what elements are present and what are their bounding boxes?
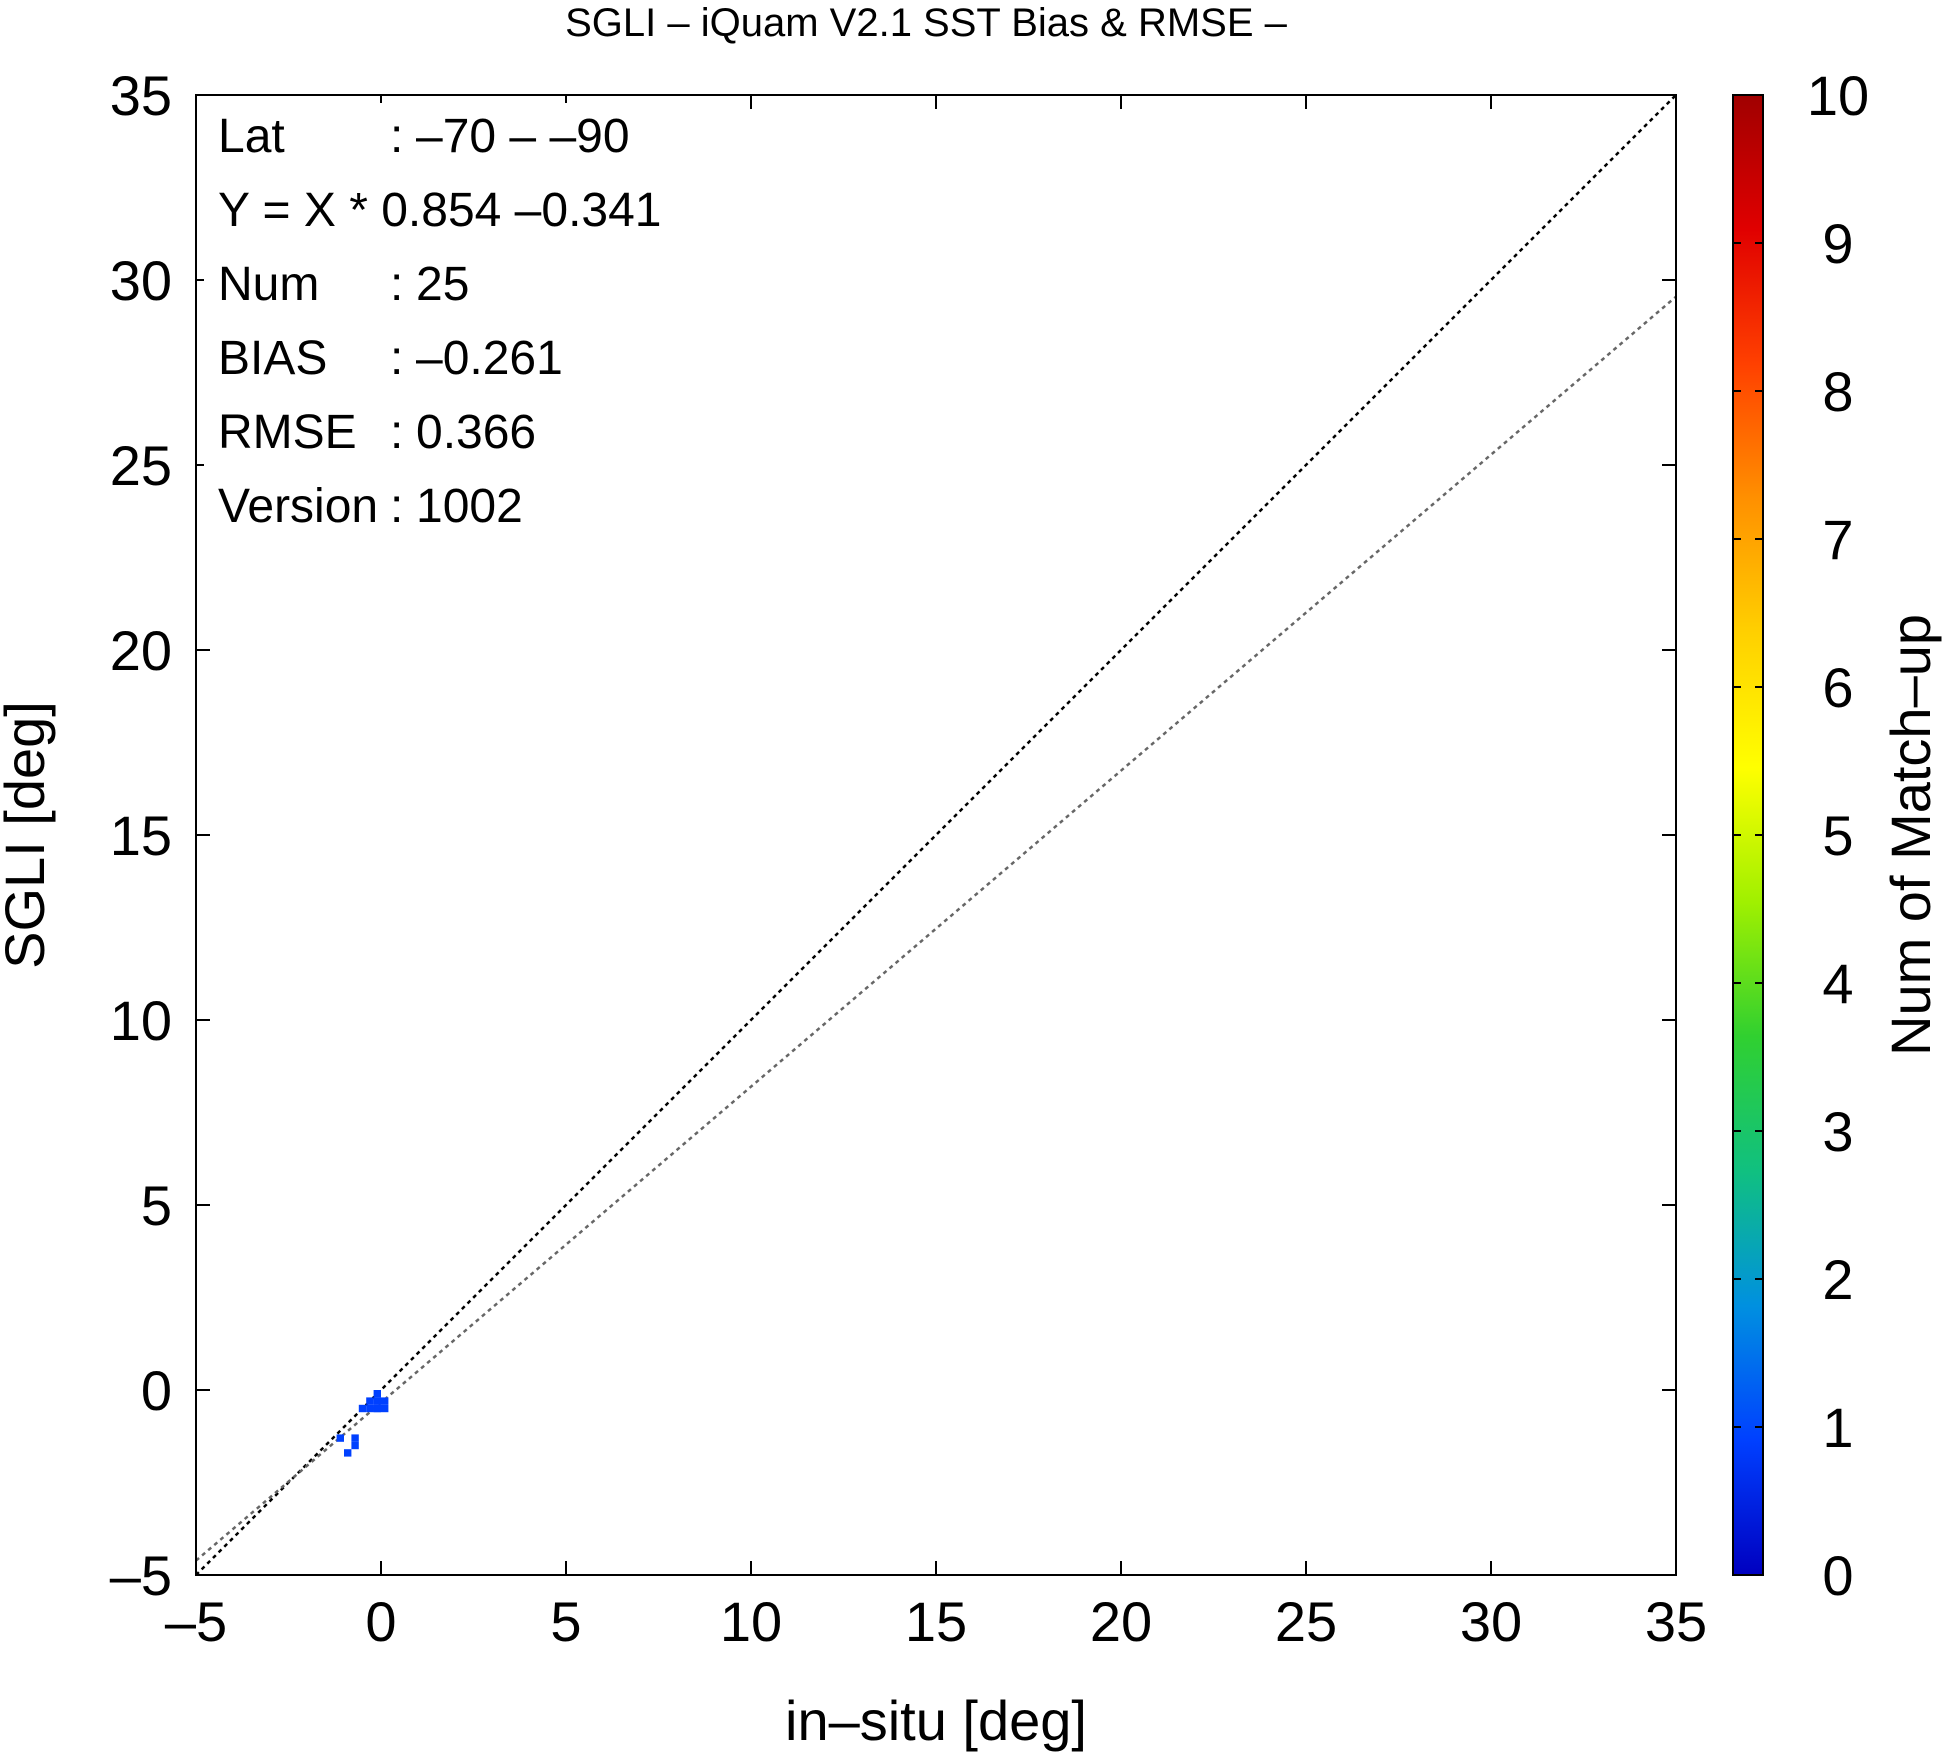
colorbar-tick-label: 3 bbox=[1822, 1100, 1853, 1163]
stat-value: 1002 bbox=[416, 480, 523, 533]
heatmap-cell bbox=[336, 1434, 344, 1442]
x-tick-label: 10 bbox=[720, 1590, 782, 1653]
stat-key: Version bbox=[218, 480, 378, 533]
x-axis-ticks: –5 0 5 10 15 20 25 30 35 bbox=[165, 95, 1707, 1653]
stat-separator: : bbox=[390, 258, 403, 311]
heatmap-cell bbox=[358, 1404, 367, 1413]
y-tick-label: 35 bbox=[110, 64, 172, 127]
y-axis-ticks: –5 0 5 10 15 20 25 30 35 bbox=[110, 64, 1676, 1607]
heatmap-cell bbox=[366, 1404, 374, 1413]
colorbar-tick-label: 7 bbox=[1822, 508, 1853, 571]
one-to-one-line bbox=[196, 95, 1676, 1575]
stat-separator: : bbox=[390, 110, 403, 163]
stats-box: Lat: –70 – –90Y = X * 0.854 –0.341Num:25B… bbox=[204, 103, 680, 545]
colorbar-tick-label: 0 bbox=[1822, 1544, 1853, 1607]
heatmap-cell bbox=[373, 1397, 381, 1405]
colorbar-tick-label: 1 bbox=[1822, 1396, 1853, 1459]
y-tick-label: 0 bbox=[141, 1359, 172, 1422]
x-tick-label: 30 bbox=[1460, 1590, 1522, 1653]
heatmap-cell bbox=[351, 1434, 359, 1442]
x-tick-label: 0 bbox=[365, 1590, 396, 1653]
heatmap-cell bbox=[344, 1449, 352, 1457]
heatmap-cell bbox=[373, 1404, 381, 1413]
stat-key: Num bbox=[218, 258, 319, 311]
colorbar-ticks: 0 1 2 3 4 5 6 7 8 9 10 bbox=[1733, 64, 1869, 1607]
y-tick-label: 5 bbox=[141, 1174, 172, 1237]
reference-lines bbox=[196, 95, 1676, 1575]
heatmap-cell bbox=[351, 1441, 359, 1450]
stat-value: 0.366 bbox=[416, 406, 536, 459]
stat-separator: : bbox=[390, 480, 403, 533]
stat-key: Y = X * 0.854 –0.341 bbox=[218, 184, 661, 237]
stat-value: –0.261 bbox=[416, 332, 563, 385]
x-tick-label: 20 bbox=[1090, 1590, 1152, 1653]
y-tick-label: 20 bbox=[110, 619, 172, 682]
stat-value: –70 – –90 bbox=[416, 110, 630, 163]
heatmap-cell bbox=[373, 1390, 381, 1398]
y-tick-label: 15 bbox=[110, 804, 172, 867]
y-tick-label: –5 bbox=[110, 1544, 172, 1607]
x-tick-label: 35 bbox=[1645, 1590, 1707, 1653]
colorbar-tick-label: 8 bbox=[1822, 360, 1853, 423]
stat-separator: : bbox=[390, 406, 403, 459]
y-tick-label: 25 bbox=[110, 434, 172, 497]
colorbar-tick-label: 10 bbox=[1807, 64, 1869, 127]
x-tick-label: –5 bbox=[165, 1590, 227, 1653]
stat-value: 25 bbox=[416, 258, 469, 311]
x-tick-label: 5 bbox=[550, 1590, 581, 1653]
heatmap-cell bbox=[381, 1404, 389, 1413]
colorbar-tick-label: 2 bbox=[1822, 1248, 1853, 1311]
stat-key: Lat bbox=[218, 110, 285, 163]
x-tick-label: 15 bbox=[905, 1590, 967, 1653]
colorbar-tick-label: 5 bbox=[1822, 804, 1853, 867]
y-tick-label: 30 bbox=[110, 249, 172, 312]
heatmap-cell bbox=[381, 1397, 389, 1405]
colorbar-label: Num of Match–up bbox=[1879, 614, 1942, 1056]
x-tick-label: 25 bbox=[1275, 1590, 1337, 1653]
heatmap-cells bbox=[336, 1390, 389, 1457]
y-axis-label: SGLI [deg] bbox=[0, 701, 56, 969]
chart-title: SGLI – iQuam V2.1 SST Bias & RMSE – bbox=[565, 1, 1288, 45]
stats-background bbox=[204, 103, 680, 545]
stat-separator: : bbox=[390, 332, 403, 385]
colorbar-tick-label: 9 bbox=[1822, 212, 1853, 275]
y-tick-label: 10 bbox=[110, 989, 172, 1052]
stat-key: BIAS bbox=[218, 332, 327, 385]
stat-key: RMSE bbox=[218, 406, 357, 459]
colorbar-tick-label: 4 bbox=[1822, 952, 1853, 1015]
heatmap-cell bbox=[366, 1397, 374, 1405]
colorbar: 0 1 2 3 4 5 6 7 8 9 10 Num of Match–up bbox=[1732, 64, 1942, 1607]
colorbar-tick-label: 6 bbox=[1822, 656, 1853, 719]
x-axis-label: in–situ [deg] bbox=[785, 1689, 1087, 1752]
